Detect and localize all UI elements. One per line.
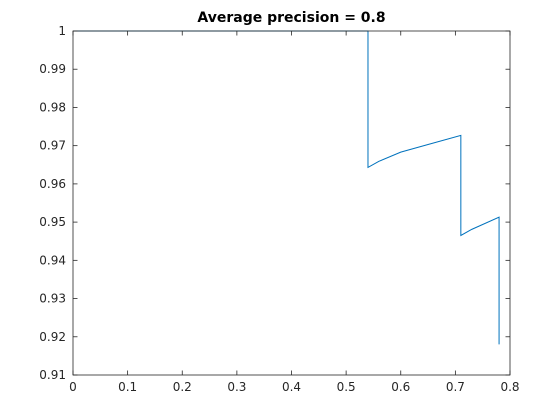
axes-box xyxy=(72,30,511,376)
y-tick-label: 0.93 xyxy=(39,292,66,306)
plot-area xyxy=(73,31,510,375)
precision-recall-line-0 xyxy=(73,30,500,345)
x-tick-label: 0.4 xyxy=(282,380,301,394)
series-layer xyxy=(73,30,500,345)
y-tick-label: 0.99 xyxy=(39,62,66,76)
y-tick-label: 0.94 xyxy=(39,253,66,267)
y-tick-label: 0.95 xyxy=(39,215,66,229)
ticks-layer: 0 0.1 0.2 0.3 0.4 0.5 0.6 0.7 0.8 0.91 0.92 0.93 0.9… xyxy=(39,24,519,394)
y-tick-label: 0.96 xyxy=(39,177,66,191)
x-tick-label: 0.6 xyxy=(391,380,410,394)
y-tick-label: 0.91 xyxy=(39,368,66,382)
x-tick-label: 0.7 xyxy=(446,380,465,394)
y-tick-label: 0.98 xyxy=(39,100,66,114)
x-tick-label: 0.3 xyxy=(227,380,246,394)
y-tick-label: 0.97 xyxy=(39,139,66,153)
y-tick-label: 0.92 xyxy=(39,330,66,344)
x-tick-label: 0.8 xyxy=(500,380,519,394)
x-tick-label: 0.5 xyxy=(337,380,356,394)
y-tick-label: 1 xyxy=(58,24,66,38)
chart-title: Average precision = 0.8 xyxy=(197,10,385,26)
x-tick-label: 0.2 xyxy=(173,380,192,394)
x-tick-label: 0.1 xyxy=(118,380,137,394)
x-tick-label: 0 xyxy=(69,380,77,394)
